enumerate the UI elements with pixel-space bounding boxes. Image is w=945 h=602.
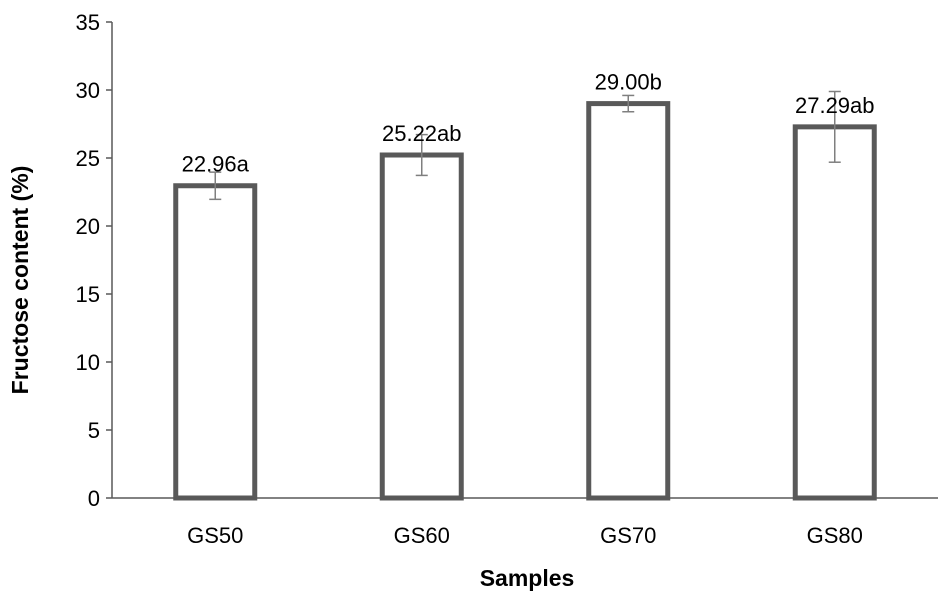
x-tick-label-gs50: GS50: [187, 523, 243, 548]
bar-gs70: [586, 101, 671, 501]
bar-gs80: [792, 124, 877, 501]
y-tick-label: 25: [76, 146, 100, 171]
y-tick-label: 15: [76, 282, 100, 307]
bar-gs50: [173, 183, 258, 501]
data-label-gs50: 22.96a: [182, 152, 250, 177]
x-axis-title: Samples: [480, 565, 575, 591]
y-axis-title: Fructose content (%): [7, 166, 33, 395]
data-label-gs60: 25.22ab: [382, 121, 462, 146]
y-tick-label: 10: [76, 350, 100, 375]
x-tick-label-gs80: GS80: [807, 523, 863, 548]
y-tick-label: 5: [88, 418, 100, 443]
data-labels: 22.96a 25.22ab 29.00b 27.29ab: [182, 70, 875, 177]
y-tick-label: 35: [76, 10, 100, 35]
data-label-gs70: 29.00b: [595, 70, 662, 95]
bars: [173, 101, 877, 501]
y-axis-ticks: 0 5 10 15 20 25 30 35: [76, 10, 112, 511]
y-tick-label: 20: [76, 214, 100, 239]
error-bars: [209, 90, 841, 201]
x-tick-label-gs70: GS70: [600, 523, 656, 548]
x-axis-ticks: GS50 GS60 GS70 GS80: [187, 523, 863, 548]
bar-gs60: [379, 152, 464, 501]
y-tick-label: 30: [76, 78, 100, 103]
y-tick-label: 0: [88, 486, 100, 511]
x-tick-label-gs60: GS60: [394, 523, 450, 548]
data-label-gs80: 27.29ab: [795, 93, 875, 118]
